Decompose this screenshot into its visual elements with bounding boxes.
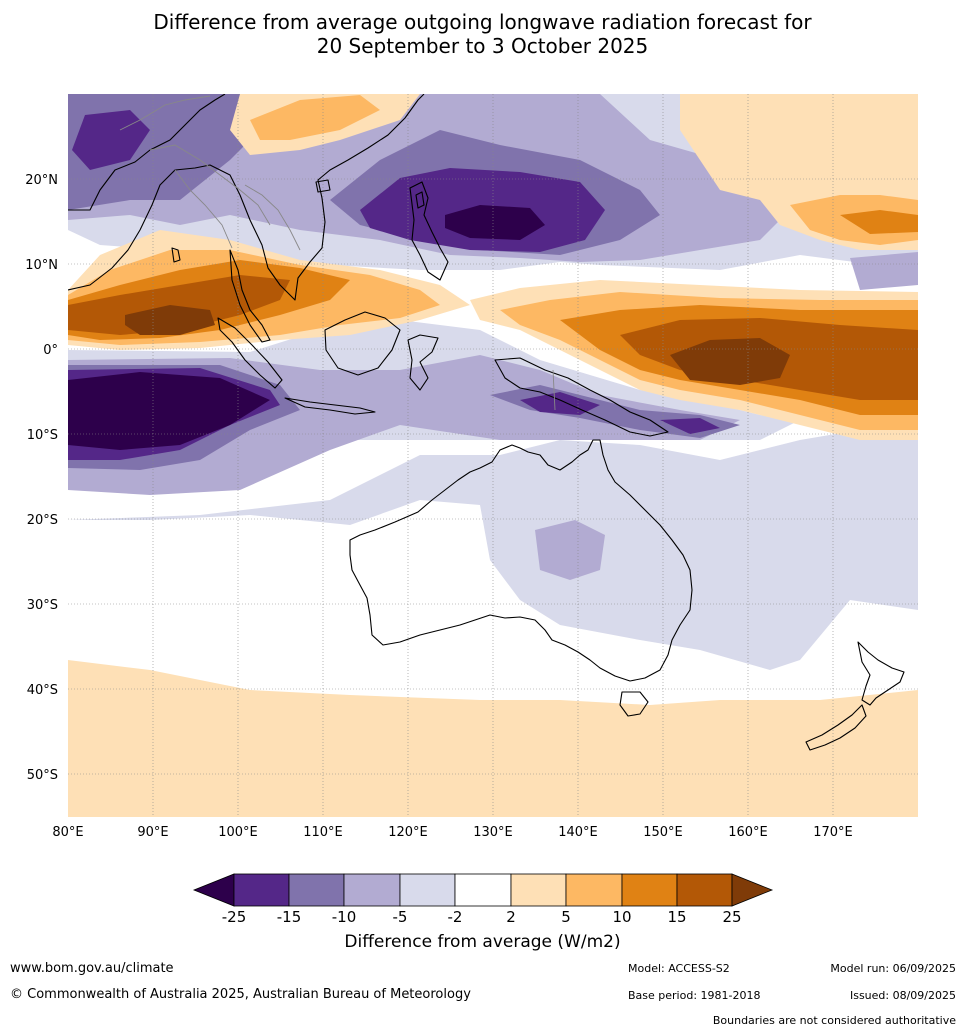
colorbar-extension-low — [192, 873, 235, 907]
coastline-borneo — [324, 311, 401, 376]
colorbar-labels: -25 -15 -10 -5 -2 2 5 10 15 25 — [222, 908, 742, 926]
coastline-australia — [349, 439, 693, 682]
boundary-mainland-southeast-asia — [119, 95, 301, 251]
title-line-2: 20 September to 3 October 2025 — [316, 34, 649, 58]
coastline-hainan — [315, 179, 331, 193]
lon-tick-label: 120°E — [388, 825, 428, 840]
lon-tick-label: 130°E — [473, 825, 513, 840]
footer-disclaimer: Boundaries are not considered authoritat… — [712, 1014, 956, 1027]
coastline-new-zealand-south — [805, 704, 867, 751]
coastline-new-zealand-north — [857, 641, 905, 706]
lon-tick-label: 140°E — [558, 825, 598, 840]
lat-tick-label: 50°S — [27, 768, 58, 783]
coastline-philippines — [409, 181, 449, 281]
lon-tick-label: 170°E — [813, 825, 853, 840]
map-panel — [68, 94, 918, 817]
lon-tick-label: 160°E — [728, 825, 768, 840]
colorbar-swatch — [510, 873, 567, 907]
colorbar-level-label: -10 — [332, 908, 357, 926]
contour-light-purple-interior-australia — [535, 520, 605, 580]
boundary-new-guinea — [552, 369, 556, 411]
colorbar-level-label: 15 — [667, 908, 686, 926]
colorbar-swatch — [343, 873, 401, 907]
coastlines — [68, 94, 905, 751]
lat-tick-label: 20°N — [25, 173, 58, 188]
colorbar-swatch — [288, 873, 345, 907]
footer-url: www.bom.gov.au/climate — [10, 961, 174, 976]
lon-tick-label: 80°E — [52, 825, 83, 840]
colorbar-swatch — [676, 873, 733, 907]
footer-model-run: Model run: 06/09/2025 — [830, 962, 956, 975]
footer-issued: Issued: 08/09/2025 — [849, 989, 956, 1002]
coastline-tasmania — [619, 691, 649, 717]
contour-dark-orange-north-pacific — [840, 210, 918, 234]
lon-tick-label: 110°E — [303, 825, 343, 840]
lat-tick-label: 30°S — [27, 598, 58, 613]
lat-tick-label: 10°S — [27, 428, 58, 443]
colorbar-level-label: -5 — [393, 908, 408, 926]
lat-tick-label: 20°S — [27, 513, 58, 528]
lat-tick-label: 10°N — [25, 258, 58, 273]
lon-tick-label: 90°E — [137, 825, 168, 840]
colorbar-extension-high — [731, 873, 774, 907]
contour-darkest-purple-philippine-sea — [445, 205, 545, 240]
longitude-axis: 80°E 90°E 100°E 110°E 120°E 130°E 140°E … — [52, 825, 852, 840]
colorbar-level-label: 5 — [561, 908, 571, 926]
colorbar-level-label: 25 — [722, 908, 741, 926]
colorbar-swatch — [399, 873, 456, 907]
lon-tick-label: 150°E — [643, 825, 683, 840]
colorbar-swatch — [621, 873, 678, 907]
contour-orange-north-india — [250, 95, 380, 140]
title-line-1: Difference from average outgoing longwav… — [153, 10, 812, 34]
colorbar-swatch — [233, 873, 290, 907]
colorbar: -25 -15 -10 -5 -2 2 5 10 15 25 — [192, 873, 774, 926]
colorbar-level-label: 10 — [612, 908, 631, 926]
map-gridlines — [68, 94, 918, 817]
coastline-sri-lanka — [171, 247, 181, 263]
coastline-asia-mainland — [68, 94, 425, 301]
colorbar-title: Difference from average (W/m2) — [344, 932, 621, 952]
coastline-sumatra — [217, 317, 283, 389]
contour-darkest-purple-indian-ocean — [68, 372, 270, 450]
contour-deep-purple-solomon-sea — [520, 392, 720, 434]
colorbar-swatch — [565, 873, 623, 907]
lat-tick-label: 40°S — [27, 683, 58, 698]
contour-darkest-brown-bay-of-bengal — [125, 305, 215, 335]
coastline-new-guinea — [494, 357, 669, 437]
contour-light-purple-north-pacific-east — [850, 252, 918, 290]
colorbar-level-label: -15 — [277, 908, 302, 926]
lon-tick-label: 100°E — [218, 825, 258, 840]
coastline-sulawesi — [407, 334, 439, 391]
colorbar-level-label: -2 — [448, 908, 463, 926]
positive-anomaly-fields — [68, 94, 918, 817]
latitude-axis: 20°N 10°N 0° 10°S 20°S 30°S 40°S 50°S — [25, 173, 58, 783]
footer-base-period: Base period: 1981-2018 — [628, 989, 761, 1002]
colorbar-level-label: 2 — [506, 908, 516, 926]
colorbar-level-label: -25 — [222, 908, 247, 926]
footer-copyright: © Commonwealth of Australia 2025, Austra… — [10, 987, 471, 1002]
contour-cream-southern-ocean — [68, 660, 918, 817]
coastline-malay-peninsula — [229, 249, 271, 343]
colorbar-swatch — [454, 873, 512, 907]
map-title: Difference from average outgoing longwav… — [0, 10, 965, 58]
country-boundaries — [119, 95, 556, 411]
contour-brown-bay-of-bengal — [68, 275, 290, 335]
lat-tick-label: 0° — [43, 343, 58, 358]
footer-model: Model: ACCESS-S2 — [628, 962, 730, 975]
coastline-taiwan — [415, 191, 425, 209]
coastline-java — [284, 397, 376, 415]
contour-darkest-brown-pacific-equatorial — [670, 338, 790, 385]
colorbar-swatches — [192, 873, 774, 907]
